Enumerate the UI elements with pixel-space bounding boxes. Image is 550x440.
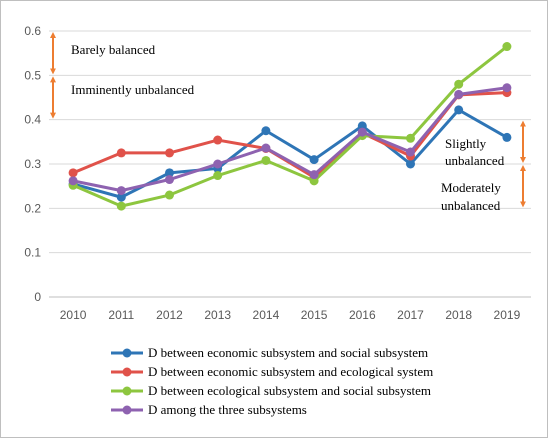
y-tick-label: 0.1 <box>24 246 41 260</box>
data-point <box>261 143 271 153</box>
series-line <box>72 86 508 193</box>
x-tick-label: 2014 <box>253 308 280 322</box>
x-tick-label: 2017 <box>397 308 424 322</box>
annotation-moderately-unbalanced-line1: Moderately <box>441 180 501 195</box>
x-tick-label: 2018 <box>445 308 472 322</box>
annotation-slightly-unbalanced-line2: unbalanced <box>445 153 505 168</box>
y-tick-label: 0 <box>34 290 41 304</box>
legend-item-ecological-social: D between ecological subsystem and socia… <box>111 383 431 398</box>
data-point <box>261 155 271 165</box>
y-tick-label: 0.2 <box>24 201 41 215</box>
x-tick-label: 2016 <box>349 308 376 322</box>
y-tick-label: 0.6 <box>24 24 41 38</box>
legend-item-economic-ecological: D between economic subsystem and ecologi… <box>111 364 433 379</box>
data-point <box>406 147 415 157</box>
x-tick-label: 2012 <box>156 308 183 322</box>
annotations: Barely balanced Imminently unbalanced Sl… <box>71 42 505 213</box>
data-point <box>357 121 367 131</box>
legend-swatch-marker <box>122 405 132 415</box>
legend: D between economic subsystem and social … <box>111 345 433 417</box>
legend-label: D between economic subsystem and social … <box>148 345 428 360</box>
data-point <box>165 148 174 158</box>
annotation-arrows <box>50 32 526 208</box>
data-point <box>454 79 464 89</box>
y-tick-label: 0.4 <box>24 113 41 127</box>
data-point <box>165 175 174 185</box>
y-tick-label: 0.3 <box>24 157 41 171</box>
legend-swatch-marker <box>122 348 132 358</box>
x-tick-label: 2010 <box>60 308 87 322</box>
data-point <box>213 159 223 169</box>
data-point <box>357 127 367 137</box>
data-point <box>116 186 126 196</box>
data-point <box>165 190 174 200</box>
data-point <box>309 170 319 180</box>
legend-swatch-marker <box>122 386 132 396</box>
legend-label: D among the three subsystems <box>148 402 307 417</box>
data-point <box>454 105 464 115</box>
data-point <box>68 168 78 178</box>
annotation-moderately-unbalanced-line2: unbalanced <box>441 198 501 213</box>
annotation-barely-balanced: Barely balanced <box>71 42 156 57</box>
x-tick-label: 2013 <box>204 308 231 322</box>
x-tick-label: 2015 <box>301 308 328 322</box>
data-point <box>502 83 512 93</box>
legend-item-three-subsystems: D among the three subsystems <box>111 402 307 417</box>
legend-swatch-marker <box>122 367 132 377</box>
data-point <box>213 171 223 181</box>
data-point <box>309 155 319 165</box>
series-3 <box>68 83 512 196</box>
data-point <box>406 133 415 143</box>
x-axis-ticks: 2010 2011 2012 2013 2014 2015 2016 2017 2018 2019 <box>60 308 521 322</box>
data-point <box>309 176 319 186</box>
legend-item-economic-social: D between economic subsystem and social … <box>111 345 428 360</box>
series <box>68 42 512 211</box>
data-point <box>261 126 271 136</box>
annotation-slightly-unbalanced-line1: Slightly <box>445 136 487 151</box>
legend-label: D between economic subsystem and ecologi… <box>148 364 433 379</box>
data-point <box>116 148 126 158</box>
y-axis-ticks: 0 0.1 0.2 0.3 0.4 0.5 0.6 <box>24 24 41 304</box>
data-point <box>502 132 512 142</box>
x-tick-label: 2019 <box>494 308 521 322</box>
data-point <box>502 42 512 52</box>
series-line <box>72 45 508 208</box>
data-point <box>68 176 78 186</box>
data-point <box>116 201 126 211</box>
legend-label: D between ecological subsystem and socia… <box>148 383 431 398</box>
gridlines <box>49 30 531 298</box>
data-point <box>454 89 464 99</box>
x-tick-label: 2011 <box>108 308 134 322</box>
annotation-imminently-unbalanced: Imminently unbalanced <box>71 82 195 97</box>
data-point <box>406 159 415 169</box>
y-tick-label: 0.5 <box>24 68 41 82</box>
data-point <box>213 135 223 145</box>
data-point <box>116 192 126 202</box>
data-point <box>165 168 174 178</box>
series-2 <box>68 42 512 211</box>
